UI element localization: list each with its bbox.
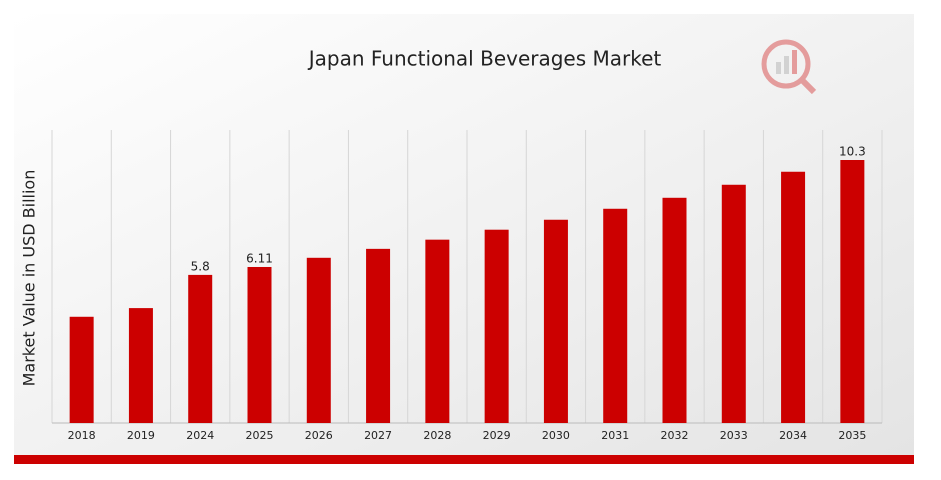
bar [128, 308, 153, 423]
value-label: 10.3 [839, 145, 866, 159]
x-tick-label: 2032 [661, 429, 689, 442]
bar [603, 208, 628, 423]
x-tick-label: 2018 [68, 429, 96, 442]
bar [188, 274, 213, 423]
x-tick-label: 2029 [483, 429, 511, 442]
x-tick-label: 2025 [246, 429, 274, 442]
chart-background [14, 14, 914, 460]
x-tick-label: 2030 [542, 429, 570, 442]
x-tick-label: 2035 [838, 429, 866, 442]
value-label: 5.8 [191, 259, 210, 273]
bar [840, 160, 865, 423]
bar [662, 197, 687, 423]
x-tick-label: 2024 [186, 429, 214, 442]
x-tick-label: 2031 [601, 429, 629, 442]
bar [306, 257, 331, 423]
x-tick-label: 2033 [720, 429, 748, 442]
y-axis-label: Market Value in USD Billion [20, 170, 39, 387]
bar [425, 239, 450, 423]
footer-bar [14, 455, 914, 464]
logo [761, 39, 817, 95]
x-tick-label: 2019 [127, 429, 155, 442]
x-tick-label: 2034 [779, 429, 807, 442]
x-tick-label: 2028 [423, 429, 451, 442]
bar [366, 248, 391, 423]
bar [543, 219, 568, 423]
bar [69, 316, 94, 423]
bar [247, 266, 272, 423]
chart-title: Japan Functional Beverages Market [307, 47, 662, 71]
bar [781, 171, 806, 423]
value-label: 6.11 [246, 251, 273, 265]
bar [721, 184, 746, 423]
x-tick-label: 2026 [305, 429, 333, 442]
bar [484, 229, 509, 423]
x-tick-label: 2027 [364, 429, 392, 442]
